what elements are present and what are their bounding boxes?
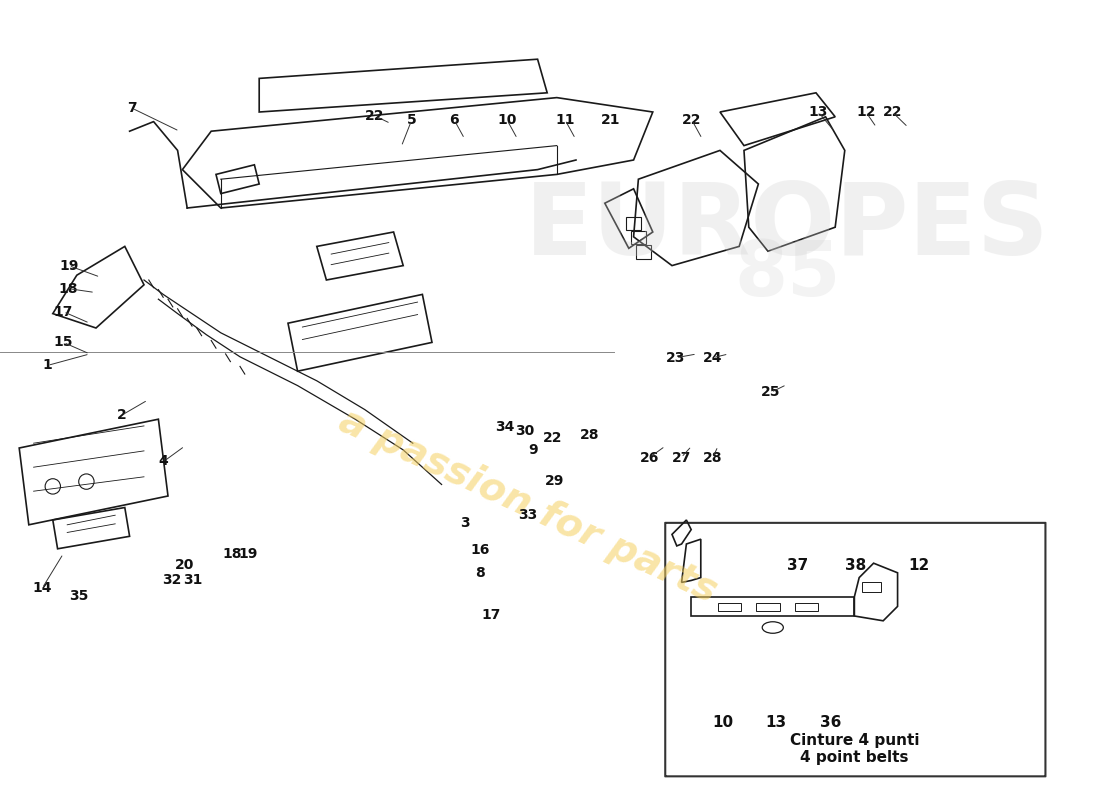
- Text: 31: 31: [184, 574, 202, 587]
- Text: 18: 18: [222, 546, 242, 561]
- Text: 17: 17: [54, 305, 73, 318]
- Text: 37: 37: [786, 558, 807, 573]
- Text: 22: 22: [365, 109, 385, 123]
- Text: 30: 30: [515, 424, 535, 438]
- Text: 28: 28: [580, 427, 600, 442]
- Text: 20: 20: [175, 558, 195, 572]
- Text: 8: 8: [475, 566, 485, 580]
- Text: 16: 16: [471, 542, 491, 557]
- Text: 23: 23: [667, 350, 685, 365]
- Bar: [862, 582, 881, 592]
- Text: 7: 7: [128, 101, 136, 115]
- Text: 9: 9: [528, 443, 538, 457]
- Text: 38: 38: [845, 558, 866, 573]
- Text: a passion for parts: a passion for parts: [333, 401, 723, 610]
- Text: 14: 14: [33, 581, 52, 595]
- Bar: [630, 231, 646, 245]
- Text: 27: 27: [671, 450, 691, 465]
- Bar: [757, 602, 780, 611]
- Text: EUROPES: EUROPES: [525, 178, 1049, 276]
- Text: 13: 13: [808, 105, 828, 119]
- Text: 4: 4: [158, 454, 168, 469]
- Text: 4 point belts: 4 point belts: [800, 750, 909, 765]
- Text: 33: 33: [518, 508, 538, 522]
- Text: 32: 32: [163, 574, 182, 587]
- Text: 12: 12: [856, 105, 876, 119]
- Text: 10: 10: [497, 113, 517, 126]
- Text: 5: 5: [407, 113, 417, 126]
- Text: 12: 12: [909, 558, 929, 573]
- Text: 2: 2: [117, 408, 126, 422]
- Text: 34: 34: [495, 420, 515, 434]
- Text: 17: 17: [482, 608, 500, 622]
- Text: 10: 10: [713, 715, 734, 730]
- Text: 3: 3: [460, 516, 470, 530]
- Bar: [636, 246, 651, 259]
- Text: 28: 28: [703, 450, 723, 465]
- Text: 21: 21: [601, 113, 620, 126]
- Text: 22: 22: [542, 431, 562, 446]
- Text: 15: 15: [54, 335, 73, 350]
- Text: 19: 19: [239, 546, 257, 561]
- Text: 18: 18: [59, 282, 78, 296]
- Text: 22: 22: [682, 113, 702, 126]
- Text: 36: 36: [821, 715, 842, 730]
- Text: 6: 6: [449, 113, 459, 126]
- Text: Cinture 4 punti: Cinture 4 punti: [790, 734, 920, 748]
- Text: 19: 19: [59, 258, 78, 273]
- Text: 11: 11: [556, 113, 574, 126]
- Text: 1: 1: [43, 358, 53, 373]
- FancyBboxPatch shape: [666, 523, 1045, 776]
- Text: 85: 85: [734, 238, 840, 312]
- Text: 22: 22: [882, 105, 902, 119]
- Text: 26: 26: [640, 450, 659, 465]
- Bar: [626, 217, 641, 230]
- Text: 25: 25: [761, 386, 781, 399]
- Text: 24: 24: [703, 350, 723, 365]
- Bar: [718, 602, 741, 611]
- Text: 13: 13: [766, 715, 786, 730]
- Text: 35: 35: [69, 589, 89, 603]
- Text: 29: 29: [544, 474, 564, 488]
- Bar: [795, 602, 818, 611]
